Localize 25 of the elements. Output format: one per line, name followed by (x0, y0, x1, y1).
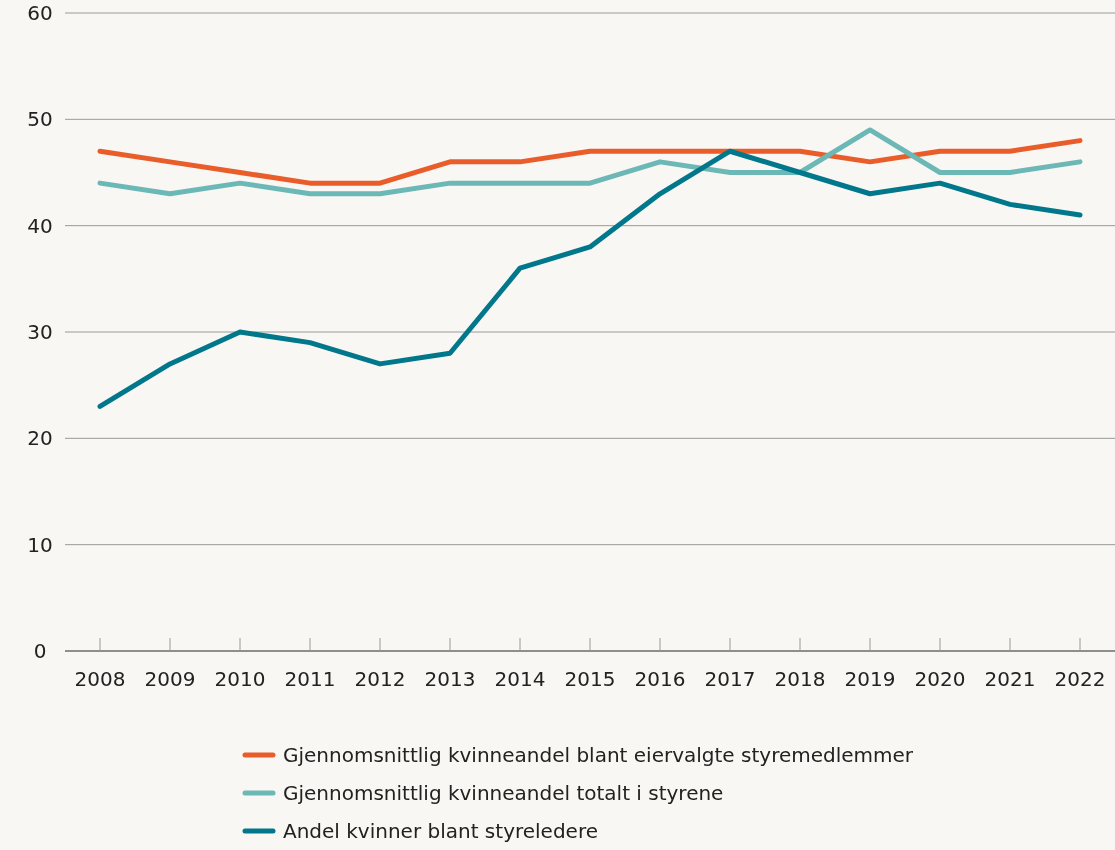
x-tick-label: 2008 (74, 667, 126, 691)
x-tick-label: 2009 (144, 667, 196, 691)
y-tick-label: 40 (27, 213, 53, 238)
y-tick-label: 50 (27, 107, 53, 132)
x-tick-label: 2022 (1054, 667, 1106, 691)
x-tick-label: 2020 (914, 667, 966, 691)
y-tick-label: 60 (27, 1, 53, 25)
x-tick-label: 2016 (634, 667, 686, 691)
x-tick-label: 2011 (284, 667, 336, 691)
x-tick-label: 2019 (844, 667, 896, 691)
x-tick-label: 2015 (564, 667, 616, 691)
x-tick-label: 2018 (774, 667, 826, 691)
y-tick-label: 0 (33, 639, 47, 663)
y-tick-label: 10 (27, 532, 53, 557)
x-tick-label: 2013 (424, 667, 476, 691)
y-tick-label: 30 (27, 320, 53, 344)
x-tick-label: 2017 (704, 667, 756, 691)
x-tick-label: 2012 (354, 667, 406, 691)
x-tick-label: 2010 (214, 667, 266, 691)
y-tick-label: 20 (27, 426, 53, 451)
legend-label: Gjennomsnittlig kvinneandel totalt i styrene (283, 781, 724, 805)
legend-label: Gjennomsnittlig kvinneandel blant eiervalgte styremedlemmer (283, 743, 914, 767)
legend-label: Andel kvinner blant styreledere (283, 819, 598, 843)
x-tick-label: 2021 (984, 667, 1036, 691)
x-tick-label: 2014 (494, 667, 546, 691)
